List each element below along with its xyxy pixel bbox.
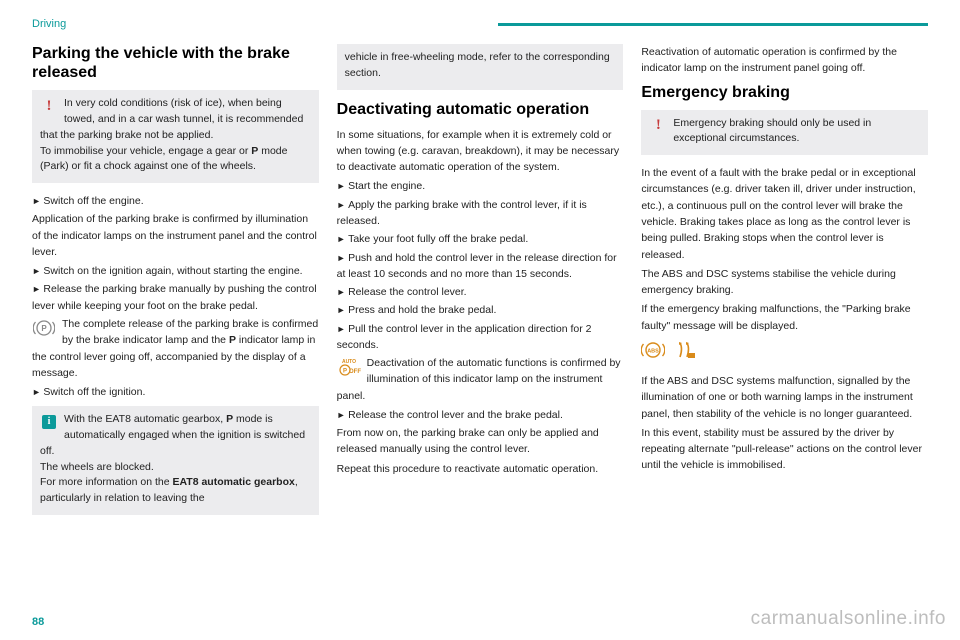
paragraph: In the event of a fault with the brake p… <box>641 165 928 263</box>
svg-text:P: P <box>343 369 347 375</box>
paragraph: The ABS and DSC systems stabilise the ve… <box>641 266 928 299</box>
paragraph: In this event, stability must be assured… <box>641 425 928 474</box>
warning-icons-row: ABS <box>641 340 928 365</box>
exclamation-icon: ! <box>649 117 667 135</box>
auto-off-text: Deactivation of the automatic functions … <box>337 357 621 402</box>
bullet-release-manual: Release the parking brake manually by pu… <box>32 281 319 314</box>
header-accent-bar <box>498 23 928 26</box>
warning-text: In very cold conditions (risk of ice), w… <box>40 97 303 172</box>
bullet-release-both: Release the control lever and the brake … <box>337 407 624 423</box>
bullet-push-hold: Push and hold the control lever in the r… <box>337 250 624 283</box>
bullet-switch-off-engine: Switch off the engine. <box>32 193 319 209</box>
heading-emergency: Emergency braking <box>641 83 928 102</box>
heading-parking: Parking the vehicle with the brake relea… <box>32 44 319 82</box>
paragraph: Reactivation of automatic operation is c… <box>641 44 928 77</box>
paragraph: If the ABS and DSC systems malfunction, … <box>641 373 928 422</box>
column-2: vehicle in free-wheeling mode, refer to … <box>337 44 624 525</box>
column-1: Parking the vehicle with the brake relea… <box>32 44 319 525</box>
page: Driving Parking the vehicle with the bra… <box>0 0 960 525</box>
icon-note-release: P The complete release of the parking br… <box>32 316 319 381</box>
auto-off-icon: AUTO P OFF <box>337 356 361 378</box>
info-box-continuation: vehicle in free-wheeling mode, refer to … <box>337 44 624 90</box>
content-columns: Parking the vehicle with the brake relea… <box>32 44 928 525</box>
svg-text:AUTO: AUTO <box>342 359 356 365</box>
heading-deactivating: Deactivating automatic operation <box>337 100 624 119</box>
dsc-icon <box>675 340 697 365</box>
paragraph: In some situations, for example when it … <box>337 127 624 176</box>
bullet-switch-off-ignition: Switch off the ignition. <box>32 384 319 400</box>
abs-icon: ABS <box>641 340 665 365</box>
info-text: With the EAT8 automatic gearbox, P mode … <box>40 413 305 504</box>
bullet-ignition-on: Switch on the ignition again, without st… <box>32 263 319 279</box>
info-box-eat8: i With the EAT8 automatic gearbox, P mod… <box>32 406 319 515</box>
svg-text:OFF: OFF <box>349 369 361 375</box>
svg-text:ABS: ABS <box>648 348 660 354</box>
continuation-text: vehicle in free-wheeling mode, refer to … <box>345 51 610 79</box>
svg-text:P: P <box>41 324 47 333</box>
exclamation-icon: ! <box>40 97 58 115</box>
watermark: carmanualsonline.info <box>751 608 946 630</box>
bullet-start-engine: Start the engine. <box>337 178 624 194</box>
info-icon: i <box>40 413 58 431</box>
parking-off-icon: P <box>32 317 56 339</box>
paragraph: Repeat this procedure to reactivate auto… <box>337 461 624 477</box>
warning-text: Emergency braking should only be used in… <box>673 117 871 145</box>
bullet-apply-brake: Apply the parking brake with the control… <box>337 197 624 230</box>
page-number: 88 <box>32 616 44 628</box>
bullet-foot-off: Take your foot fully off the brake pedal… <box>337 231 624 247</box>
bullet-pull-lever: Pull the control lever in the applicatio… <box>337 321 624 354</box>
icon-note-auto-off: AUTO P OFF Deactivation of the automatic… <box>337 355 624 404</box>
bullet-press-hold-pedal: Press and hold the brake pedal. <box>337 302 624 318</box>
warning-box-cold: ! In very cold conditions (risk of ice),… <box>32 90 319 183</box>
bullet-release-lever: Release the control lever. <box>337 284 624 300</box>
paragraph: If the emergency braking malfunctions, t… <box>641 301 928 334</box>
warning-box-emergency: ! Emergency braking should only be used … <box>641 110 928 156</box>
column-3: Reactivation of automatic operation is c… <box>641 44 928 525</box>
paragraph: From now on, the parking brake can only … <box>337 425 624 458</box>
paragraph: Application of the parking brake is conf… <box>32 211 319 260</box>
